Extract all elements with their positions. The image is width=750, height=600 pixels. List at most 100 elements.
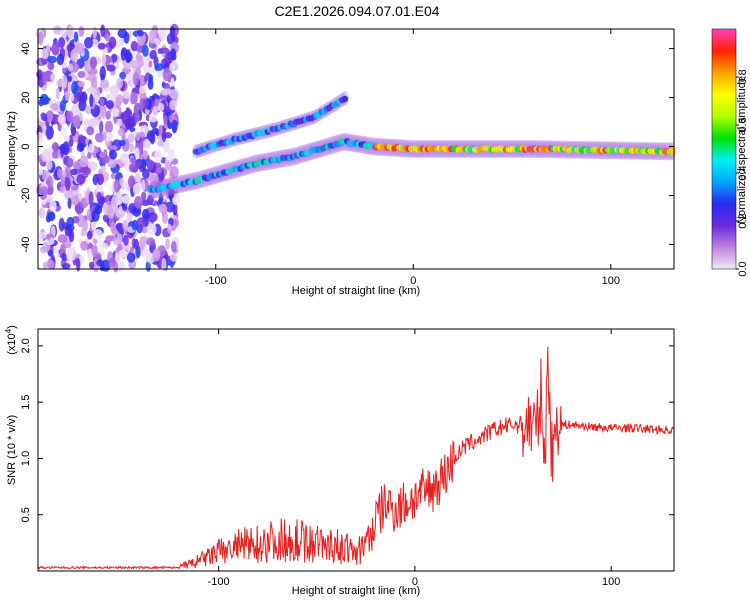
spectrogram-noise-cell <box>129 60 140 69</box>
spectrogram-noise-cell <box>145 237 156 246</box>
spectrogram-noise-cell <box>128 163 138 173</box>
spectrogram-noise-cell <box>64 188 73 200</box>
snr-x-tick-label: 0 <box>412 576 418 588</box>
spectrogram-noise-cell <box>113 179 120 193</box>
spectrogram-noise-cell <box>158 27 167 41</box>
spectrogram-noise-cell <box>93 238 98 245</box>
spectrogram-noise-cell <box>134 147 140 159</box>
spectrogram-noise-cell <box>37 167 44 176</box>
spectrogram-noise-cell <box>87 161 98 171</box>
spectrogram-noise-cell <box>41 48 49 60</box>
spectrogram-noise-cell <box>128 71 133 79</box>
spectrogram-noise-cell <box>99 66 107 80</box>
spectrogram-noise-cell <box>76 142 85 152</box>
spectrogram-noise-cell <box>142 44 149 57</box>
spectrogram-noise-cell <box>47 249 54 257</box>
spectrogram-noise-cell <box>61 252 67 262</box>
spectrogram-noise-cell <box>134 195 143 209</box>
spectrogram-noise-cell <box>131 219 139 231</box>
spectrogram-noise-cell <box>127 175 136 189</box>
spectrogram-noise-cell <box>104 120 113 134</box>
spectrogram-noise-cell <box>172 193 181 206</box>
spectrogram-y-tick-label: -20 <box>20 188 32 204</box>
spectrogram-noise-cell <box>80 240 89 251</box>
spectrogram-noise-cell <box>149 49 157 60</box>
spectrogram-noise-cell <box>61 75 68 89</box>
spectrogram-y-tick-label: -40 <box>20 237 32 253</box>
spectrogram-noise-cell <box>106 64 116 72</box>
spectrogram-noise-cell <box>139 131 145 138</box>
spectrogram-noise-cell <box>125 49 132 64</box>
spectrogram-noise-cell <box>167 223 173 234</box>
spectrogram-noise-cell <box>169 253 178 262</box>
spectrogram-noise-cell <box>116 118 123 127</box>
snr-y-multiplier: (x104) <box>4 325 18 355</box>
spectrogram-noise-cell <box>169 62 176 72</box>
spectrogram-noise-cell <box>169 188 175 199</box>
spectrogram-noise-cell <box>132 72 139 86</box>
spectrogram-noise-cell <box>38 207 45 219</box>
spectrogram-noise-cell <box>92 26 97 39</box>
spectrogram-noise-cell <box>164 160 171 172</box>
spectrogram-noise-cell <box>118 249 128 258</box>
spectrogram-noise-cell <box>76 173 86 185</box>
spectrogram-noise-cell <box>37 31 44 45</box>
spectrogram-noise-cell <box>69 92 75 102</box>
spectrogram-noise-cell <box>87 152 92 159</box>
spectrogram-noise-cell <box>154 98 159 107</box>
spectrogram-noise-cell <box>99 151 106 158</box>
spectrogram-noise-cell <box>106 205 115 219</box>
spectrogram-noise-cell <box>71 81 79 95</box>
spectrogram-noise-cell <box>154 63 164 71</box>
spectrogram-noise-cell <box>102 52 107 65</box>
spectrogram-heatmap <box>35 23 676 273</box>
spectrogram-noise-cell <box>72 161 82 170</box>
snr-y-label: SNR (10 * v/v) <box>6 415 18 485</box>
colorbar-tick-label: 0.0 <box>737 261 749 276</box>
colorbar-tick-label: 0.8 <box>737 69 749 84</box>
spectrogram-noise-cell <box>76 258 81 272</box>
spectrogram-noise-cell <box>49 199 57 213</box>
spectrogram-noise-cell <box>86 230 93 240</box>
spectrogram-noise-cell <box>122 220 129 231</box>
spectrogram-noise-cell <box>133 238 139 250</box>
spectrogram-noise-cell <box>96 259 104 267</box>
spectrogram-noise-cell <box>147 66 155 75</box>
spectrogram-noise-cell <box>148 74 154 84</box>
spectrogram-noise-cell <box>52 151 59 159</box>
spectrogram-noise-cell <box>61 263 71 269</box>
spectrogram-noise-cell <box>88 191 94 206</box>
spectrogram-noise-cell <box>169 99 178 111</box>
spectrogram-noise-cell <box>66 216 75 228</box>
spectrogram-panel: -100 0 100 -40 -20 0 20 40 Height of straight … <box>6 23 676 297</box>
spectrogram-noise-cell <box>162 67 173 82</box>
spectrogram-noise-cell <box>42 71 48 86</box>
spectrogram-noise-cell <box>171 241 177 253</box>
spectrogram-noise-cell <box>40 198 47 206</box>
spectrogram-noise-cell <box>161 257 167 272</box>
snr-frame <box>37 328 675 572</box>
spectrogram-noise-cell <box>142 149 149 160</box>
spectrogram-noise-cell <box>134 111 140 122</box>
spectrogram-noise-cell <box>109 149 117 160</box>
spectrogram-noise-cell <box>159 203 168 214</box>
spectrogram-noise-cell <box>64 135 70 142</box>
spectrogram-x-tick-label: 0 <box>410 275 416 287</box>
spectrogram-noise-cell <box>154 150 163 164</box>
spectrogram-noise-cell <box>131 206 142 217</box>
spectrogram-noise-cell <box>59 186 66 193</box>
spectrogram-noise-cell <box>117 127 125 137</box>
spectrogram-noise-cell <box>149 173 159 185</box>
spectrogram-noise-cell <box>64 165 72 179</box>
spectrogram-noise-cell <box>164 52 173 66</box>
spectrogram-noise-cell <box>115 94 124 105</box>
spectrogram-noise-cell <box>64 177 71 191</box>
colorbar-tick-label: 0.2 <box>737 213 749 228</box>
spectrogram-noise-cell <box>125 213 131 223</box>
spectrogram-noise-cell <box>45 125 54 140</box>
spectrogram-noise-cell <box>66 112 71 119</box>
spectrogram-noise-cell <box>159 47 170 54</box>
spectrogram-noise-cell <box>169 88 179 100</box>
spectrogram-noise-cell <box>68 75 72 83</box>
spectrogram-noise-cell <box>67 80 72 94</box>
